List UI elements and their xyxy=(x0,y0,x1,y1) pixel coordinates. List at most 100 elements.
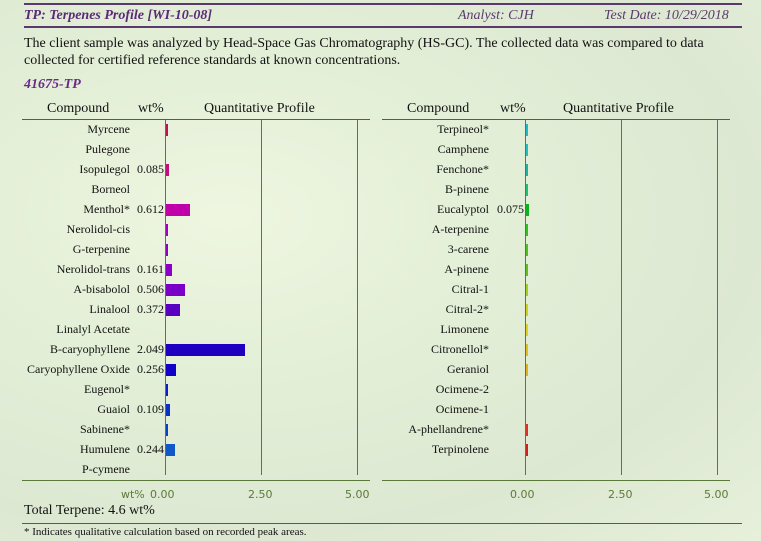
profile-bar xyxy=(166,404,171,416)
report-title: TP: Terpenes Profile [WI-10-08] xyxy=(24,8,213,23)
right-tick-0: 0.00 xyxy=(510,488,535,501)
profile-bar xyxy=(526,184,528,196)
right-x-axis xyxy=(382,480,730,481)
compound-wt-value: 0.256 xyxy=(137,362,164,376)
profile-bar xyxy=(526,344,528,356)
compound-name: Terpinolene xyxy=(431,442,489,456)
left-compound-header: Compound xyxy=(47,101,110,116)
profile-bar xyxy=(526,224,528,236)
compound-name: B-caryophyllene xyxy=(50,342,130,356)
compound-name: Nerolidol-cis xyxy=(66,222,130,236)
left-wt-header: wt% xyxy=(138,101,164,116)
profile-bar xyxy=(166,204,190,216)
compound-name: Pulegone xyxy=(85,142,130,156)
profile-bar xyxy=(166,284,186,296)
header-bottom-rule xyxy=(24,26,742,28)
compound-name: Citronellol* xyxy=(431,342,489,356)
right-header-rule xyxy=(382,119,730,120)
right-gridline-5 xyxy=(717,120,718,475)
right-tick-5: 5.00 xyxy=(704,488,729,501)
compound-name: A-bisabolol xyxy=(73,282,130,296)
compound-name: Citral-2* xyxy=(445,302,489,316)
compound-wt-value: 2.049 xyxy=(137,342,164,356)
compound-name: Humulene xyxy=(80,442,130,456)
compound-name: Citral-1 xyxy=(451,282,489,296)
right-tick-2.5: 2.50 xyxy=(608,488,633,501)
left-tick-5: 5.00 xyxy=(345,488,370,501)
compound-name: Linalyl Acetate xyxy=(56,322,130,336)
right-profile-header: Quantitative Profile xyxy=(563,101,674,116)
compound-wt-value: 0.075 xyxy=(497,202,524,216)
compound-wt-value: 0.612 xyxy=(137,202,164,216)
compound-name: Menthol* xyxy=(83,202,130,216)
profile-bar xyxy=(526,424,528,436)
compound-name: Linalool xyxy=(89,302,130,316)
compound-name: 3-carene xyxy=(447,242,489,256)
compound-name: A-terpenine xyxy=(431,222,489,236)
profile-bar xyxy=(526,204,529,216)
profile-bar xyxy=(166,444,176,456)
profile-bar xyxy=(526,284,528,296)
header-top-rule xyxy=(24,3,742,5)
footnote: * Indicates qualitative calculation base… xyxy=(24,526,307,538)
compound-name: Isopulegol xyxy=(79,162,130,176)
compound-name: Caryophyllene Oxide xyxy=(27,362,130,376)
left-tick-0: 0.00 xyxy=(150,488,175,501)
profile-bar xyxy=(166,164,170,176)
profile-bar xyxy=(166,224,168,236)
compound-name: G-terpenine xyxy=(72,242,130,256)
left-gridline-2.5 xyxy=(261,120,262,475)
compound-name: Ocimene-2 xyxy=(435,382,489,396)
right-zero-axis xyxy=(525,120,526,475)
compound-name: Myrcene xyxy=(87,122,130,136)
profile-bar xyxy=(526,244,528,256)
profile-bar xyxy=(166,244,168,256)
compound-wt-value: 0.244 xyxy=(137,442,164,456)
compound-wt-value: 0.109 xyxy=(137,402,164,416)
compound-name: Eugenol* xyxy=(84,382,130,396)
profile-bar xyxy=(526,304,528,316)
profile-bar xyxy=(526,444,528,456)
profile-bar xyxy=(526,124,528,136)
left-axis-unit: wt% xyxy=(121,488,145,501)
compound-wt-value: 0.085 xyxy=(137,162,164,176)
compound-name: Ocimene-1 xyxy=(435,402,489,416)
analyst-label: Analyst: CJH xyxy=(458,8,534,23)
compound-name: Borneol xyxy=(91,182,130,196)
total-terpene: Total Terpene: 4.6 wt% xyxy=(24,503,155,518)
profile-bar xyxy=(166,364,176,376)
compound-name: A-phellandrene* xyxy=(408,422,489,436)
profile-bar xyxy=(526,264,528,276)
compound-name: Limonene xyxy=(440,322,489,336)
profile-bar xyxy=(166,424,168,436)
left-gridline-5 xyxy=(357,120,358,475)
left-header-rule xyxy=(22,119,370,120)
left-zero-axis xyxy=(165,120,166,475)
compound-wt-value: 0.372 xyxy=(137,302,164,316)
left-profile-header: Quantitative Profile xyxy=(204,101,315,116)
right-gridline-2.5 xyxy=(621,120,622,475)
compound-name: B-pinene xyxy=(445,182,489,196)
profile-bar xyxy=(166,264,173,276)
compound-name: Fenchone* xyxy=(436,162,489,176)
compound-wt-value: 0.506 xyxy=(137,282,164,296)
profile-bar xyxy=(526,144,528,156)
profile-bar xyxy=(526,364,528,376)
footer-rule xyxy=(22,523,742,524)
compound-name: Guaiol xyxy=(97,402,130,416)
right-wt-header: wt% xyxy=(500,101,526,116)
test-date-label: Test Date: 10/29/2018 xyxy=(604,8,729,23)
compound-name: Sabinene* xyxy=(80,422,130,436)
profile-bar xyxy=(166,304,181,316)
right-compound-header: Compound xyxy=(407,101,470,116)
compound-name: Eucalyptol xyxy=(437,202,489,216)
compound-name: Geraniol xyxy=(447,362,489,376)
method-description: The client sample was analyzed by Head-S… xyxy=(24,36,704,68)
left-x-axis xyxy=(22,480,370,481)
compound-name: Camphene xyxy=(437,142,489,156)
sample-id: 41675-TP xyxy=(24,77,81,92)
compound-name: A-pinene xyxy=(444,262,489,276)
profile-bar xyxy=(166,384,168,396)
left-tick-2.5: 2.50 xyxy=(248,488,273,501)
compound-name: P-cymene xyxy=(82,462,130,476)
